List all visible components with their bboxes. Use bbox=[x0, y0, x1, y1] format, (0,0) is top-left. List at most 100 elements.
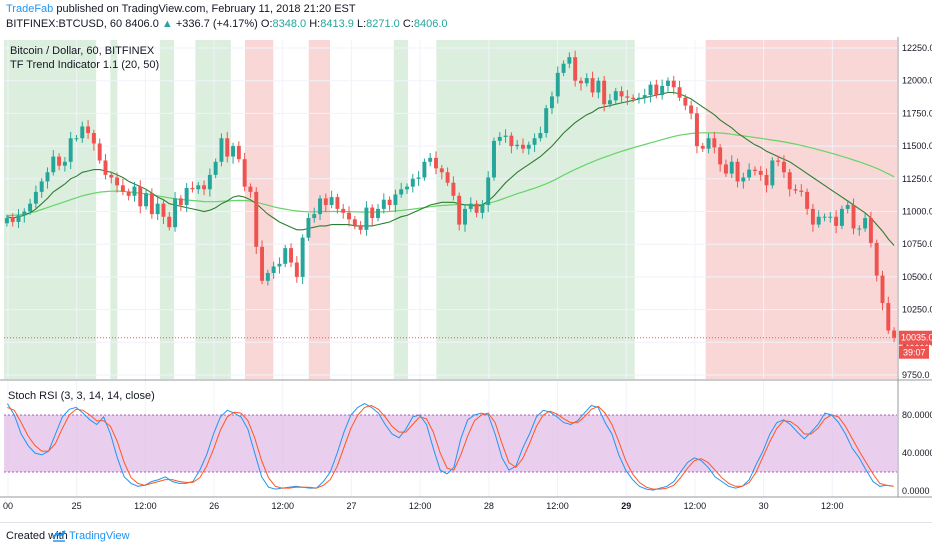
candle-body bbox=[231, 146, 236, 157]
candle-body bbox=[10, 218, 15, 222]
indicator-legend-title: TF Trend Indicator 1.1 (20, 50) bbox=[10, 59, 159, 71]
candle-body bbox=[277, 263, 282, 267]
candle-body bbox=[190, 187, 195, 190]
candle-body bbox=[457, 195, 462, 225]
candle-body bbox=[364, 207, 369, 230]
price-tick-label: 9750.0 bbox=[902, 370, 930, 380]
candle-body bbox=[694, 113, 699, 147]
high-value: 8413.9 bbox=[320, 18, 354, 30]
time-tick-label: 12:00 bbox=[546, 501, 569, 511]
candle-body bbox=[352, 219, 357, 226]
candle-body bbox=[810, 208, 815, 225]
candle-body bbox=[480, 204, 485, 213]
countdown-badge bbox=[899, 345, 929, 359]
created-with-text: Created with bbox=[6, 530, 68, 542]
candle-body bbox=[625, 96, 630, 98]
candle-body bbox=[120, 185, 125, 192]
countdown-label: 39:07 bbox=[903, 348, 926, 358]
time-tick-label: 29 bbox=[621, 501, 631, 511]
trend-zone-bull bbox=[436, 40, 635, 379]
candle-body bbox=[677, 87, 682, 98]
candle-body bbox=[271, 266, 276, 273]
symbol-label: BITFINEX:BTCUSD, 60 bbox=[6, 18, 123, 30]
candle-body bbox=[892, 330, 897, 338]
price-tick-label: 10750.0 bbox=[902, 239, 932, 249]
candle-body bbox=[723, 164, 728, 174]
trend-zone-bull bbox=[159, 40, 175, 379]
candle-body bbox=[619, 91, 624, 97]
candle-body bbox=[57, 156, 62, 166]
time-tick-label: 12:00 bbox=[684, 501, 707, 511]
stoch-legend-title: Stoch RSI (3, 3, 14, 14, close) bbox=[8, 390, 155, 402]
candle-body bbox=[689, 105, 694, 114]
candle-body bbox=[294, 262, 299, 277]
candle-body bbox=[602, 80, 607, 105]
candle-body bbox=[631, 97, 636, 100]
stoch-tick-label: 80.0000 bbox=[902, 410, 932, 420]
candle-body bbox=[671, 80, 676, 88]
author-link[interactable]: TradeFab bbox=[6, 3, 54, 15]
candle-body bbox=[387, 199, 392, 205]
published-text: published on TradingView.com, February 1… bbox=[56, 3, 356, 15]
candle-body bbox=[590, 78, 595, 93]
tradingview-brand[interactable]: TradingView bbox=[69, 530, 130, 542]
candle-body bbox=[712, 138, 717, 148]
candle-body bbox=[764, 174, 769, 186]
candle-body bbox=[155, 203, 160, 215]
candle-body bbox=[341, 208, 346, 213]
candle-body bbox=[578, 80, 583, 84]
last-price: 8406.0 bbox=[125, 18, 159, 30]
candle-body bbox=[706, 138, 711, 149]
trend-zone-bear bbox=[244, 40, 274, 379]
candle-body bbox=[532, 138, 537, 145]
candle-body bbox=[741, 177, 746, 182]
low-value: 8271.0 bbox=[366, 18, 400, 30]
candle-body bbox=[776, 160, 781, 162]
candle-body bbox=[300, 237, 305, 277]
publish-line: TradeFab published on TradingView.com, F… bbox=[6, 2, 356, 16]
time-tick-label: 30 bbox=[759, 501, 769, 511]
open-label: O: bbox=[260, 18, 273, 30]
candle-body bbox=[538, 133, 543, 139]
candle-body bbox=[793, 189, 798, 191]
candle-body bbox=[207, 174, 212, 190]
candle-body bbox=[758, 170, 763, 175]
high-label: H: bbox=[309, 18, 321, 30]
price-tick-label: 12250.0 bbox=[902, 43, 932, 53]
candle-body bbox=[68, 138, 73, 162]
candle-body bbox=[863, 218, 868, 229]
fast-ma-line bbox=[6, 91, 895, 246]
candle-body bbox=[213, 161, 218, 175]
stoch-tick-label: 0.0000 bbox=[902, 486, 930, 496]
candle-body bbox=[126, 191, 131, 196]
trend-zone-bull bbox=[195, 40, 231, 379]
candle-body bbox=[642, 95, 647, 98]
stoch-line-k bbox=[6, 403, 894, 491]
candle-body bbox=[544, 108, 549, 134]
candle-body bbox=[138, 186, 143, 207]
candle-body bbox=[584, 78, 589, 84]
time-tick-label: 28 bbox=[484, 501, 494, 511]
candle-body bbox=[474, 203, 479, 213]
price-tick-label: 11750.0 bbox=[902, 108, 932, 118]
trend-zone-bull bbox=[393, 40, 408, 379]
time-tick-label: 12:00 bbox=[272, 501, 295, 511]
candle-body bbox=[115, 177, 120, 186]
trend-zone-bear bbox=[705, 40, 897, 379]
candle-body bbox=[236, 146, 241, 160]
candle-body bbox=[358, 225, 363, 230]
stoch-tick-label: 40.0000 bbox=[902, 448, 932, 458]
candle-body bbox=[781, 161, 786, 173]
candle-body bbox=[260, 246, 265, 281]
footer-bar: Created with TradingView bbox=[0, 522, 932, 551]
candle-body bbox=[416, 177, 421, 179]
chart-area[interactable]: 9750.010000.010250.010500.010750.011000.… bbox=[0, 0, 932, 522]
price-legend-title: Bitcoin / Dollar, 60, BITFINEX bbox=[10, 45, 155, 57]
candle-body bbox=[561, 63, 566, 73]
candle-body bbox=[526, 144, 531, 149]
candle-body bbox=[225, 138, 230, 157]
candle-body bbox=[45, 172, 50, 182]
time-tick-label: 12:00 bbox=[134, 501, 157, 511]
candle-body bbox=[4, 218, 9, 224]
candle-body bbox=[596, 80, 601, 93]
